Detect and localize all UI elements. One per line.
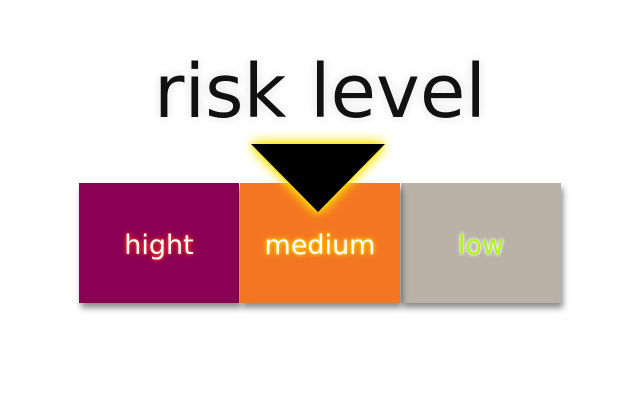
page-title: risk level bbox=[154, 49, 486, 135]
risk-level-low: low bbox=[401, 183, 561, 303]
risk-level-high: hight bbox=[79, 183, 239, 303]
risk-level-high-label: hight bbox=[124, 230, 194, 261]
triangle-down-icon bbox=[251, 144, 385, 212]
risk-level-medium-label: medium bbox=[264, 230, 376, 261]
risk-level-low-label: low bbox=[457, 230, 505, 261]
